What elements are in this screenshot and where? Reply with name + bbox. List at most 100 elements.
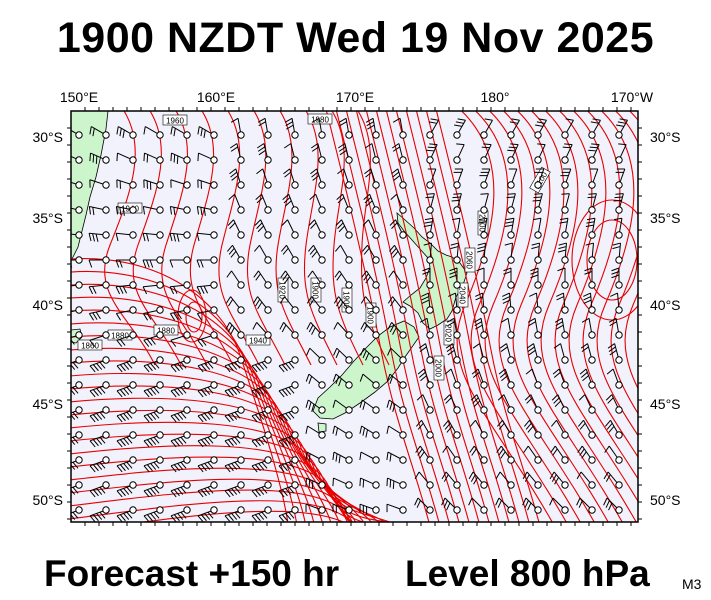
stewart-island xyxy=(317,422,327,433)
wind-barb xyxy=(475,292,488,314)
wind-barb xyxy=(332,399,353,414)
lon-label-bottom-150e: 150°E xyxy=(60,537,98,540)
wind-barb xyxy=(386,503,407,514)
contour-line xyxy=(71,421,391,522)
contour-label: 1920 xyxy=(278,277,289,303)
contour-line xyxy=(71,296,315,522)
wind-barb xyxy=(71,306,83,314)
wind-barb xyxy=(253,244,272,264)
wind-barb xyxy=(71,431,83,447)
wind-barb xyxy=(615,168,626,189)
wind-barb xyxy=(251,431,272,448)
frame-ticks xyxy=(67,107,642,526)
wind-barb xyxy=(253,270,272,289)
wind-barb xyxy=(556,292,569,314)
wind-barb xyxy=(196,205,218,216)
lon-label-bottom-170w: 170°W xyxy=(611,537,654,540)
wind-barb xyxy=(472,343,488,364)
lat-label-right-45s: 45°S xyxy=(650,396,681,412)
svg-text:1960: 1960 xyxy=(166,117,184,126)
wind-barb xyxy=(549,497,569,514)
wind-barb xyxy=(143,331,164,347)
wind-barb xyxy=(532,193,543,214)
wind-barb xyxy=(361,244,380,264)
wind-barb xyxy=(611,267,623,289)
wind-barb xyxy=(305,399,326,414)
contour-line xyxy=(484,111,581,522)
wind-barb xyxy=(386,425,407,439)
wind-barb xyxy=(584,267,596,289)
wind-barb xyxy=(480,118,493,139)
wind-barb xyxy=(197,126,218,139)
wind-barb xyxy=(360,322,380,339)
contour-line xyxy=(375,111,480,522)
wind-barb xyxy=(359,477,380,489)
wind-barb xyxy=(332,425,353,439)
wind-barb xyxy=(308,219,326,239)
wind-barb xyxy=(115,281,137,295)
wind-barb xyxy=(391,168,407,189)
wind-barb xyxy=(283,143,299,164)
contour-line xyxy=(71,500,353,522)
contour-line xyxy=(554,111,638,503)
wind-barb xyxy=(251,356,272,373)
wind-barb xyxy=(225,296,245,314)
wind-barb xyxy=(226,270,245,289)
wind-barb xyxy=(364,143,380,164)
wind-barb xyxy=(116,179,137,189)
wind-barb xyxy=(613,193,624,214)
wind-barb xyxy=(497,394,515,414)
wind-barb xyxy=(553,343,569,364)
wind-barb xyxy=(386,477,407,489)
wind-barb xyxy=(359,399,380,414)
wind-barb xyxy=(89,356,110,373)
wind-barb xyxy=(251,506,272,522)
wind-barb xyxy=(116,506,137,522)
wind-barb xyxy=(224,456,245,473)
lon-label-top-170w: 170°W xyxy=(611,89,654,105)
contour-line xyxy=(71,467,351,522)
wind-barb xyxy=(503,267,515,289)
wind-barb xyxy=(421,292,434,314)
svg-text:2100: 2100 xyxy=(478,214,487,232)
contour-line xyxy=(435,111,540,522)
wind-barb xyxy=(576,471,596,489)
wind-barb xyxy=(608,317,623,339)
wind-barb xyxy=(143,152,164,164)
lat-label-left-40s: 40°S xyxy=(32,297,63,313)
wind-barb xyxy=(560,168,572,189)
wind-barb xyxy=(499,343,515,364)
lon-label-top-160e: 160°E xyxy=(197,89,235,105)
lat-label-left-50s: 50°S xyxy=(32,492,63,508)
wind-barb xyxy=(425,193,435,214)
wind-barb xyxy=(279,322,299,339)
wind-barb xyxy=(444,368,461,389)
wind-barb xyxy=(522,497,542,514)
wind-barb xyxy=(506,193,516,214)
wind-barb xyxy=(496,419,515,439)
wind-barb xyxy=(445,343,461,364)
wind-barb xyxy=(585,242,596,264)
wind-barb xyxy=(251,381,272,398)
wind-barb xyxy=(615,118,628,139)
wind-barb xyxy=(561,193,570,214)
wind-barb xyxy=(143,456,164,473)
wind-barb xyxy=(502,292,515,314)
wind-barb xyxy=(387,296,407,314)
wind-barb xyxy=(578,394,596,414)
wind-barb xyxy=(197,481,218,498)
wind-barb xyxy=(557,267,569,289)
contour-line xyxy=(303,111,338,366)
wind-barb xyxy=(89,481,110,498)
wind-barb xyxy=(534,168,545,189)
contour-label: 1860 xyxy=(77,339,103,351)
wind-barb xyxy=(534,143,546,164)
wind-barb xyxy=(88,281,110,295)
wind-barb xyxy=(426,143,438,164)
wind-barb xyxy=(416,394,434,414)
contour-label: 1960 xyxy=(162,114,188,126)
wind-barb xyxy=(197,506,218,522)
wind-barb xyxy=(278,481,299,498)
wind-barb xyxy=(71,381,83,397)
contour-line xyxy=(568,111,638,480)
